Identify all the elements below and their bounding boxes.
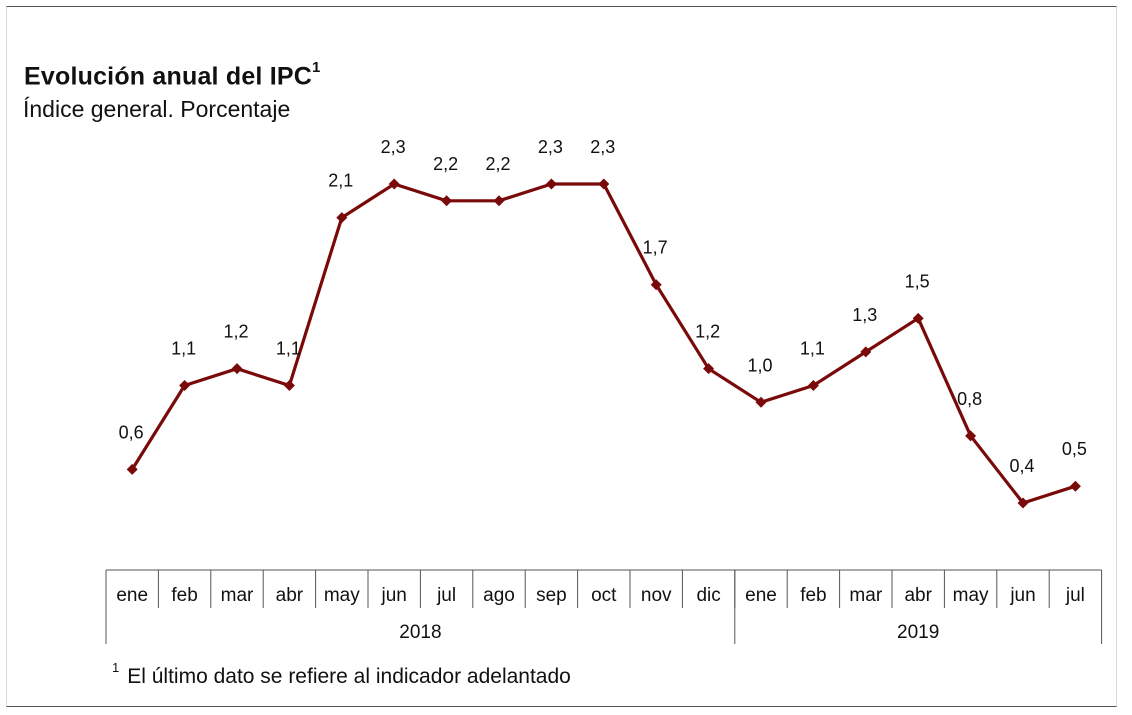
x-tick-label: ene [116, 585, 148, 606]
x-tick-label: feb [800, 585, 826, 606]
chart-frame [6, 6, 1117, 707]
x-tick-label: jul [436, 585, 456, 606]
data-point-marker [912, 312, 924, 324]
x-tick-label: sep [536, 585, 567, 606]
data-label: 2,2 [433, 154, 458, 174]
data-label: 1,7 [643, 238, 668, 258]
x-tick-label: jul [1065, 585, 1085, 606]
data-label: 0,8 [957, 389, 982, 409]
x-tick-label: jun [1009, 585, 1035, 606]
data-label: 0,6 [119, 422, 144, 442]
title-footnote-marker: 1 [312, 59, 321, 76]
data-point-marker [860, 346, 872, 358]
data-point-marker [441, 195, 453, 207]
data-point-marker [1069, 480, 1081, 492]
x-tick-label: abr [276, 585, 304, 606]
data-point-marker [807, 379, 819, 391]
x-tick-label: may [953, 585, 989, 606]
data-label: 1,3 [852, 305, 877, 325]
data-point-marker [1017, 497, 1029, 509]
data-point-marker [388, 178, 400, 190]
data-label: 2,1 [328, 171, 353, 191]
footnote-text: El último dato se refiere al indicador a… [127, 665, 571, 688]
year-label: 2018 [399, 622, 441, 643]
data-label: 2,3 [381, 137, 406, 157]
footnote: 1 El último dato se refiere al indicador … [112, 660, 571, 689]
x-tick-label: ene [745, 585, 777, 606]
data-label: 1,1 [276, 338, 301, 358]
data-point-marker [965, 430, 977, 442]
year-label: 2019 [897, 622, 939, 643]
data-label: 0,4 [1009, 456, 1034, 476]
data-point-marker [283, 379, 295, 391]
data-point-marker [179, 379, 191, 391]
data-point-marker [598, 178, 610, 190]
x-tick-label: feb [171, 585, 197, 606]
chart-title-text: Evolución anual del IPC [24, 62, 312, 91]
x-tick-label: may [324, 585, 360, 606]
data-label: 2,3 [590, 137, 615, 157]
x-tick-label: oct [591, 585, 617, 606]
x-tick-label: mar [849, 585, 882, 606]
data-label: 1,2 [223, 322, 248, 342]
data-point-marker [703, 363, 715, 375]
data-point-marker [126, 463, 138, 475]
data-point-marker [336, 212, 348, 224]
data-point-marker [650, 279, 662, 291]
data-label: 1,0 [747, 355, 772, 375]
data-point-marker [231, 363, 243, 375]
data-label: 1,1 [800, 338, 825, 358]
chart-subtitle: Índice general. Porcentaje [23, 96, 291, 122]
x-tick-label: mar [221, 585, 254, 606]
x-tick-label: ago [483, 585, 515, 606]
data-label: 1,1 [171, 338, 196, 358]
data-point-marker [545, 178, 557, 190]
series-line-ipc [130, 182, 1076, 505]
data-label: 0,5 [1062, 439, 1087, 459]
x-tick-label: nov [641, 585, 672, 606]
data-point-marker [493, 195, 505, 207]
x-tick-label: jun [381, 585, 407, 606]
data-label: 1,5 [905, 271, 930, 291]
x-tick-label: abr [904, 585, 932, 606]
data-label: 1,2 [695, 322, 720, 342]
data-label: 2,2 [485, 154, 510, 174]
chart-title: Evolución anual del IPC1 [24, 59, 321, 91]
data-point-marker [755, 396, 767, 408]
x-tick-label: dic [696, 585, 720, 606]
data-label: 2,3 [538, 137, 563, 157]
footnote-marker: 1 [112, 660, 120, 675]
